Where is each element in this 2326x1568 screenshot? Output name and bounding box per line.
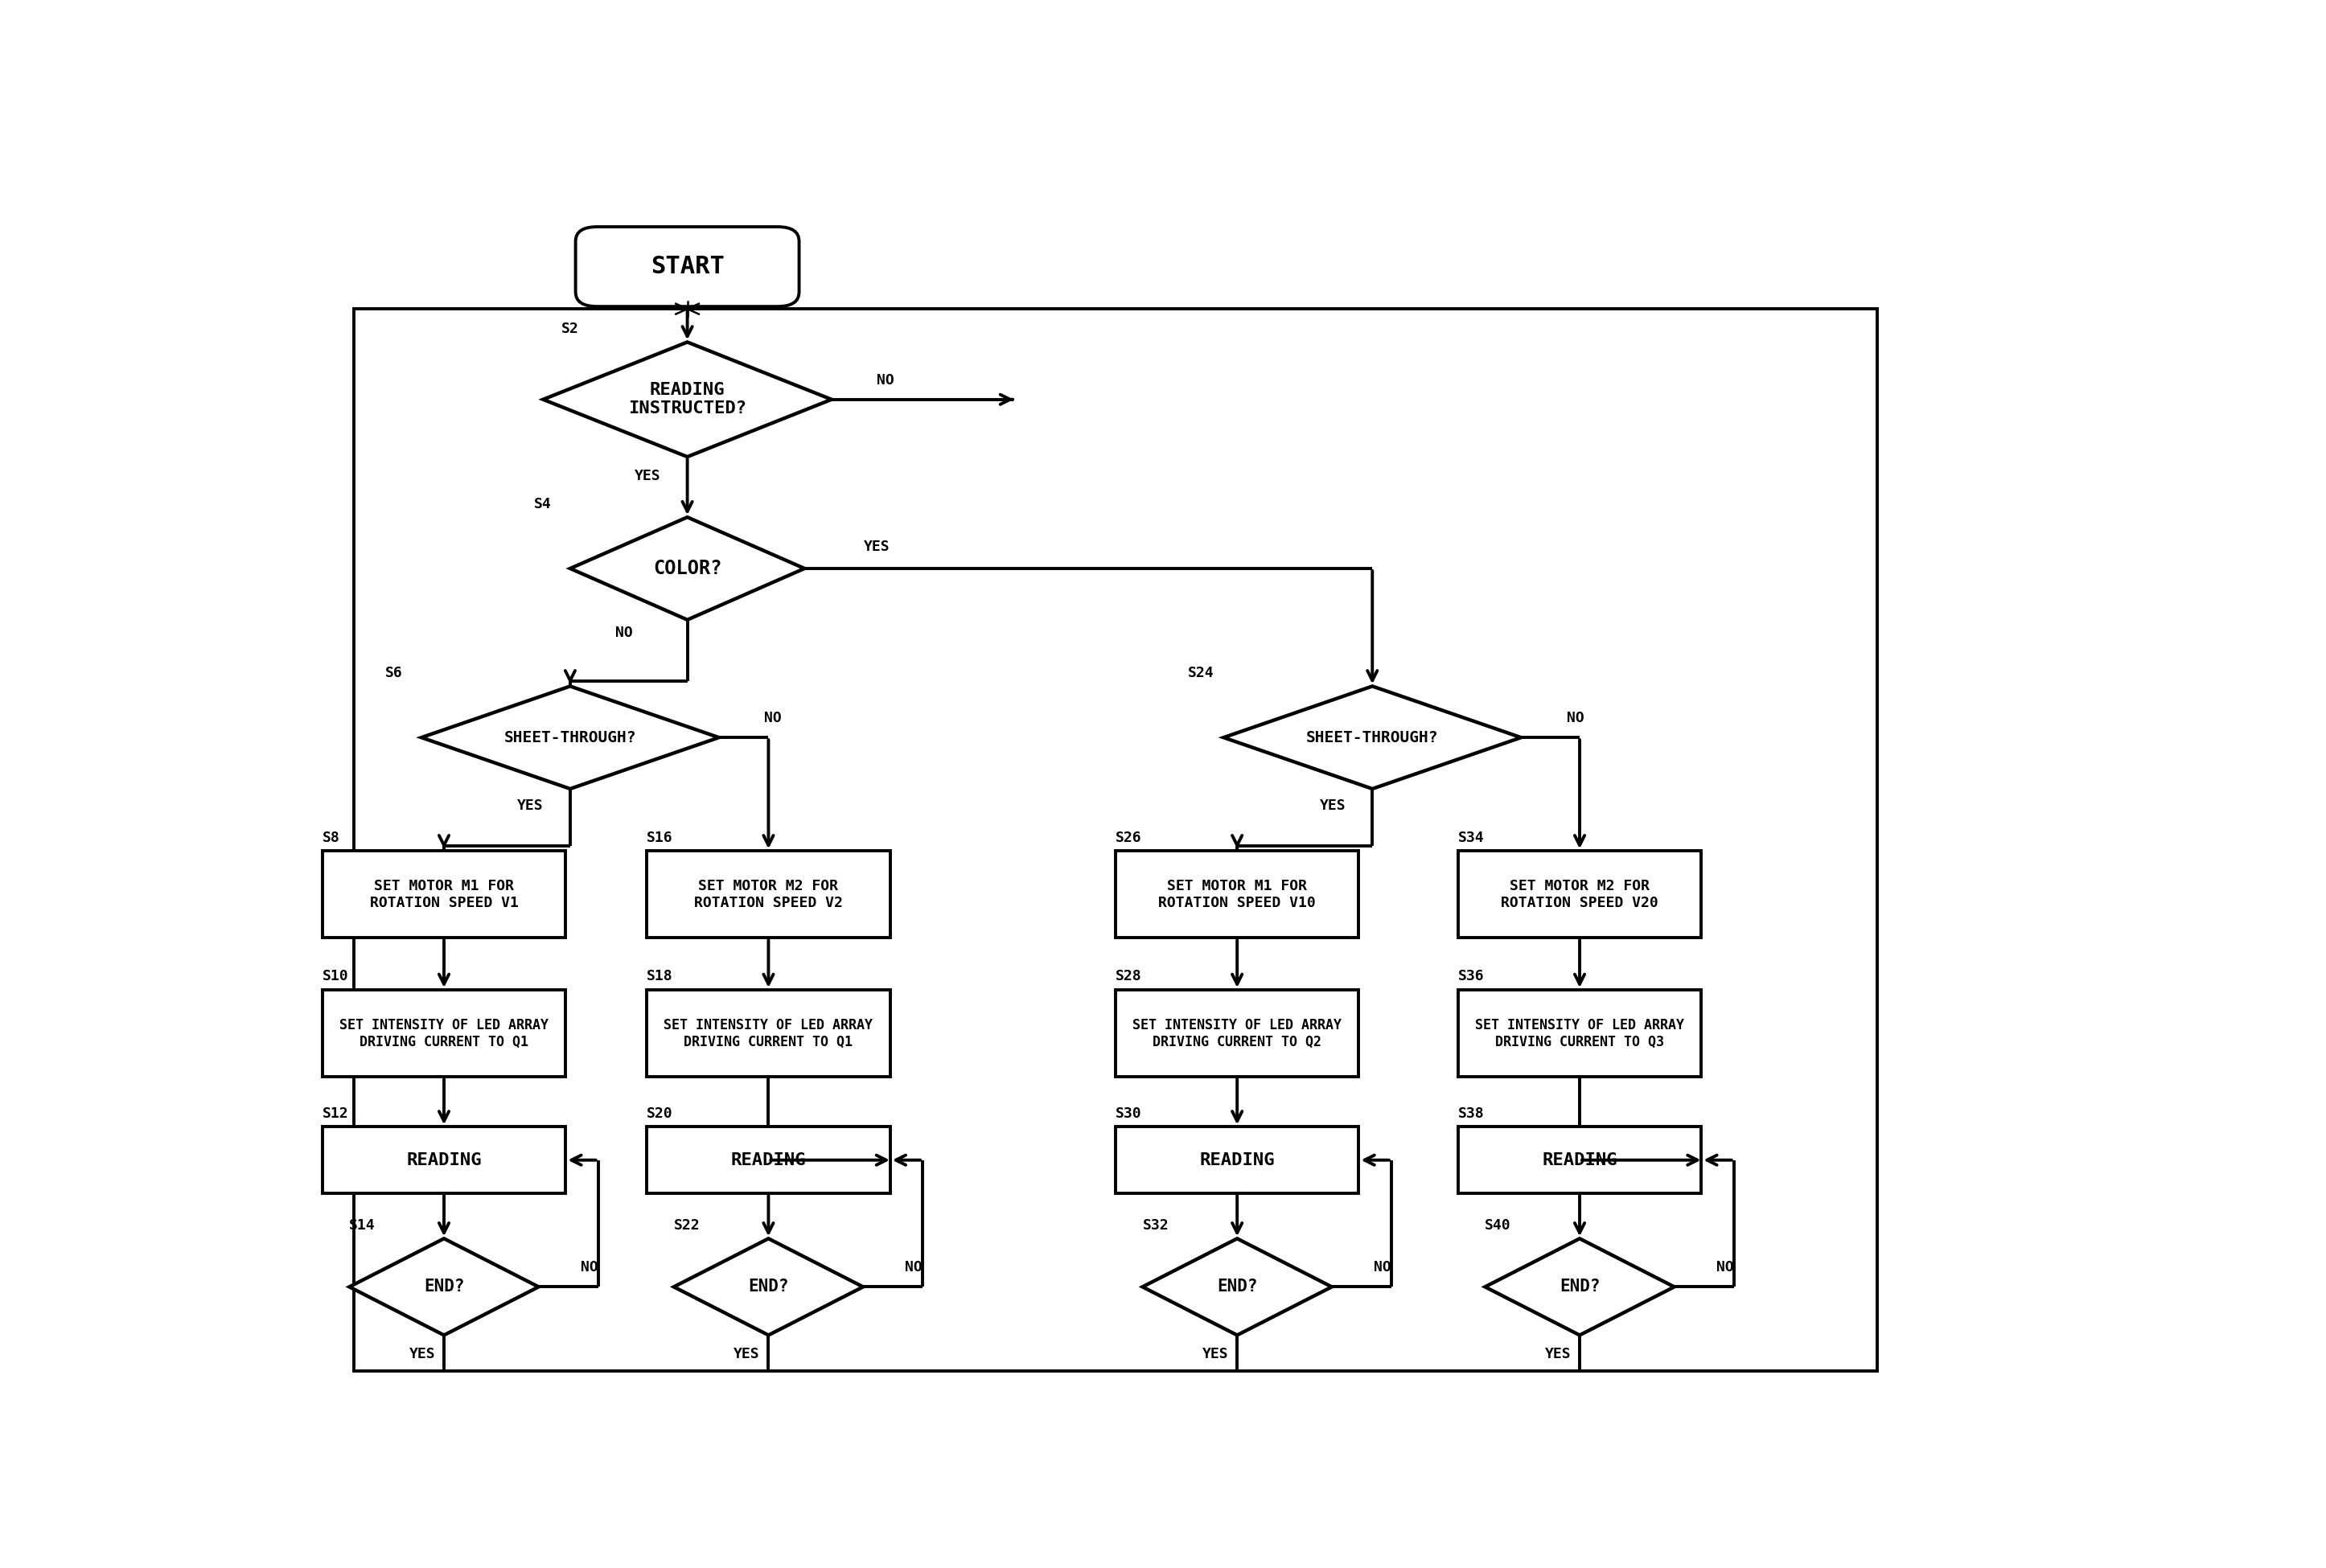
Text: S12: S12 [323,1107,349,1121]
Text: SET MOTOR M1 FOR
ROTATION SPEED V1: SET MOTOR M1 FOR ROTATION SPEED V1 [370,880,519,909]
Text: YES: YES [1319,798,1347,812]
Text: END?: END? [749,1279,789,1295]
Text: SET INTENSITY OF LED ARRAY
DRIVING CURRENT TO Q1: SET INTENSITY OF LED ARRAY DRIVING CURRE… [340,1018,549,1049]
Text: READING: READING [1542,1152,1617,1168]
Text: END?: END? [1558,1279,1600,1295]
Polygon shape [421,687,719,789]
Text: END?: END? [423,1279,465,1295]
Text: YES: YES [733,1347,761,1361]
Text: S38: S38 [1458,1107,1484,1121]
Text: READING: READING [407,1152,481,1168]
Polygon shape [1223,687,1521,789]
Text: YES: YES [409,1347,435,1361]
Text: READING: READING [1200,1152,1275,1168]
Text: S26: S26 [1116,831,1142,845]
Text: READING
INSTRUCTED?: READING INSTRUCTED? [628,383,747,417]
Text: NO: NO [1717,1261,1733,1275]
Text: SET INTENSITY OF LED ARRAY
DRIVING CURRENT TO Q3: SET INTENSITY OF LED ARRAY DRIVING CURRE… [1475,1018,1684,1049]
Polygon shape [570,517,805,619]
Text: YES: YES [1203,1347,1228,1361]
Text: S34: S34 [1458,831,1484,845]
Polygon shape [544,342,833,456]
Text: S28: S28 [1116,969,1142,983]
Polygon shape [1484,1239,1675,1336]
Text: S2: S2 [561,321,579,336]
Bar [1116,989,1358,1077]
Text: NO: NO [582,1261,598,1275]
Bar [354,309,1877,1372]
Bar [1458,851,1700,938]
Text: S20: S20 [647,1107,672,1121]
FancyBboxPatch shape [575,227,800,306]
Text: YES: YES [863,539,891,554]
Text: NO: NO [905,1261,923,1275]
Text: YES: YES [1544,1347,1570,1361]
Text: READING: READING [730,1152,807,1168]
Text: SET INTENSITY OF LED ARRAY
DRIVING CURRENT TO Q1: SET INTENSITY OF LED ARRAY DRIVING CURRE… [663,1018,872,1049]
Text: S10: S10 [323,969,349,983]
Text: START: START [651,256,723,278]
Polygon shape [675,1239,863,1336]
Text: SET MOTOR M2 FOR
ROTATION SPEED V20: SET MOTOR M2 FOR ROTATION SPEED V20 [1500,880,1658,909]
Text: S22: S22 [675,1218,700,1232]
Text: COLOR?: COLOR? [654,558,721,579]
Bar [323,1127,565,1193]
Text: NO: NO [1565,710,1584,726]
Polygon shape [1142,1239,1333,1336]
Text: SHEET-THROUGH?: SHEET-THROUGH? [505,729,637,745]
Bar [1458,989,1700,1077]
Text: NO: NO [1375,1261,1391,1275]
Text: S36: S36 [1458,969,1484,983]
Text: SET MOTOR M2 FOR
ROTATION SPEED V2: SET MOTOR M2 FOR ROTATION SPEED V2 [693,880,842,909]
Text: SET INTENSITY OF LED ARRAY
DRIVING CURRENT TO Q2: SET INTENSITY OF LED ARRAY DRIVING CURRE… [1133,1018,1342,1049]
Bar [647,1127,891,1193]
Text: S18: S18 [647,969,672,983]
Bar [323,989,565,1077]
Bar [1458,1127,1700,1193]
Text: S40: S40 [1484,1218,1512,1232]
Text: S4: S4 [535,497,551,511]
Text: SHEET-THROUGH?: SHEET-THROUGH? [1307,729,1437,745]
Text: S14: S14 [349,1218,374,1232]
Text: S32: S32 [1142,1218,1168,1232]
Text: S6: S6 [386,666,402,681]
Bar [647,989,891,1077]
Text: NO: NO [616,626,633,640]
Text: S24: S24 [1189,666,1214,681]
Polygon shape [349,1239,540,1336]
Bar [1116,1127,1358,1193]
Text: END?: END? [1216,1279,1258,1295]
Text: YES: YES [635,469,661,483]
Text: NO: NO [765,710,782,726]
Bar [323,851,565,938]
Text: S8: S8 [323,831,340,845]
Text: SET MOTOR M1 FOR
ROTATION SPEED V10: SET MOTOR M1 FOR ROTATION SPEED V10 [1158,880,1317,909]
Text: S16: S16 [647,831,672,845]
Bar [647,851,891,938]
Bar [1116,851,1358,938]
Text: YES: YES [516,798,544,812]
Text: NO: NO [877,373,896,387]
Text: S30: S30 [1116,1107,1142,1121]
